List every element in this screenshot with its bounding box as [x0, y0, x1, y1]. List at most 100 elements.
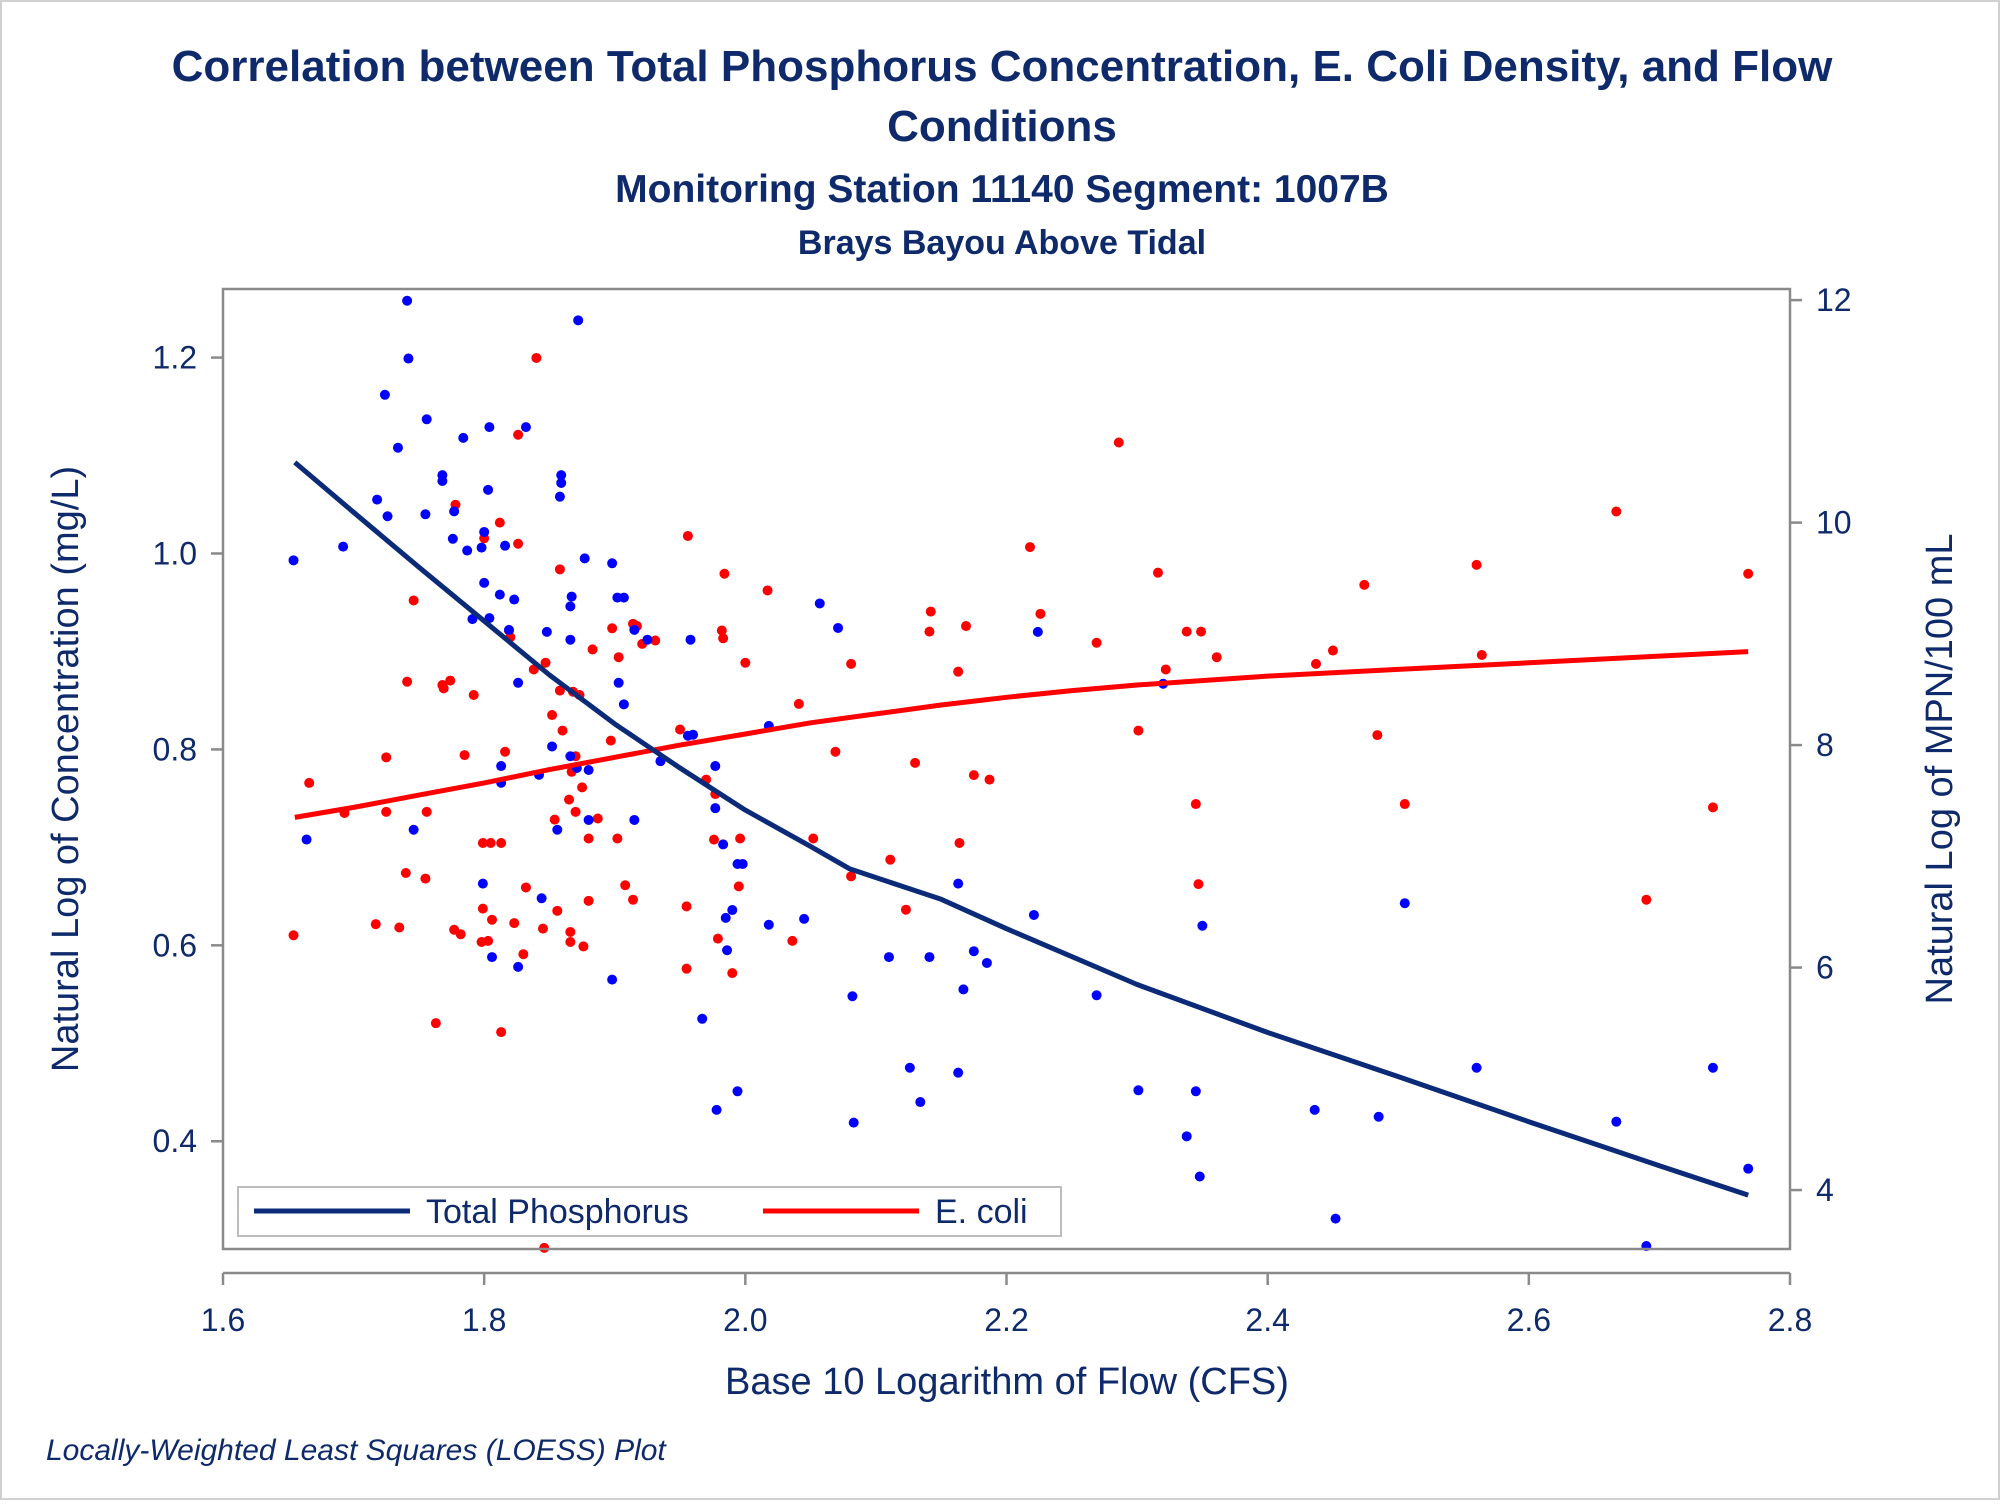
- ecoli-point: [681, 963, 692, 974]
- ecoli-point: [554, 685, 565, 696]
- total-phosphorus-point: [449, 506, 460, 517]
- total-phosphorus-point: [1743, 1163, 1754, 1174]
- total-phosphorus-point: [685, 634, 696, 645]
- total-phosphorus-point: [573, 315, 584, 326]
- total-phosphorus-point: [737, 859, 748, 870]
- total-phosphorus-point: [629, 624, 640, 635]
- total-phosphorus-point: [379, 389, 390, 400]
- ecoli-point: [961, 621, 972, 632]
- ecoli-point: [910, 757, 921, 768]
- ecoli-point: [565, 926, 576, 937]
- y2-tick-label: 6: [1816, 950, 1834, 986]
- ecoli-point: [455, 929, 466, 940]
- ecoli-point: [719, 568, 730, 579]
- ecoli-point: [675, 724, 686, 735]
- total-phosphorus-point: [711, 1104, 722, 1115]
- total-phosphorus-point: [520, 422, 531, 433]
- ecoli-point: [1193, 879, 1204, 890]
- total-phosphorus-point: [848, 1117, 859, 1128]
- ecoli-point: [1035, 608, 1046, 619]
- ecoli-point: [537, 923, 548, 934]
- ecoli-point: [587, 644, 598, 655]
- legend: Total Phosphorus E. coli: [237, 1186, 1062, 1237]
- total-phosphorus-point: [968, 946, 979, 957]
- y-tick-label: 0.6: [153, 927, 197, 963]
- y-tick-label: 0.8: [153, 731, 197, 767]
- ecoli-point: [1113, 437, 1124, 448]
- ecoli-point: [793, 698, 804, 709]
- ecoli-point: [846, 658, 857, 669]
- total-phosphorus-point: [1707, 1062, 1718, 1073]
- total-phosphorus-point: [301, 834, 312, 845]
- ecoli-point: [1471, 559, 1482, 570]
- total-phosphorus-point: [1194, 1171, 1205, 1182]
- total-phosphorus-point: [618, 699, 629, 710]
- total-phosphorus-point: [483, 484, 494, 495]
- total-phosphorus-point: [583, 764, 594, 775]
- total-phosphorus-point: [382, 511, 393, 522]
- ecoli-point: [500, 746, 511, 757]
- x-tick-label: 2.4: [1245, 1302, 1289, 1338]
- total-phosphorus-point: [688, 729, 699, 740]
- y2-axis-label: Natural Log of MPN/100 mL: [1919, 533, 1961, 1004]
- total-phosphorus-point: [513, 677, 524, 688]
- total-phosphorus-point: [583, 814, 594, 825]
- y-tick-label: 1.0: [153, 535, 197, 571]
- ecoli-point: [1091, 637, 1102, 648]
- ecoli-point: [1160, 664, 1171, 675]
- x-tick-label: 2.8: [1768, 1302, 1812, 1338]
- y2-tick-label: 8: [1816, 727, 1834, 763]
- ecoli-point: [421, 806, 432, 817]
- ecoli-point: [1152, 567, 1163, 578]
- total-phosphorus-point: [732, 1086, 743, 1097]
- y-tick-label: 1.2: [153, 340, 197, 376]
- ecoli-point: [381, 752, 392, 763]
- ecoli-point: [1641, 894, 1652, 905]
- ecoli-point: [924, 626, 935, 637]
- x-axis-label: Base 10 Logarithm of Flow (CFS): [725, 1361, 1289, 1403]
- ecoli-point: [762, 585, 773, 596]
- total-phosphorus-point: [458, 432, 469, 443]
- ecoli-point: [830, 746, 841, 757]
- ecoli-point: [583, 895, 594, 906]
- ecoli-point: [716, 625, 727, 636]
- total-phosphorus-point: [476, 542, 487, 553]
- total-phosphorus-point: [579, 553, 590, 564]
- ecoli-point: [953, 666, 964, 677]
- total-phosphorus-point: [904, 1062, 915, 1073]
- total-phosphorus-point: [1330, 1213, 1341, 1224]
- total-phosphorus-point: [565, 601, 576, 612]
- ecoli-point: [520, 882, 531, 893]
- total-phosphorus-point: [509, 594, 520, 605]
- ecoli-point: [846, 871, 857, 882]
- ecoli-point: [408, 595, 419, 606]
- total-phosphorus-point: [503, 624, 514, 635]
- ecoli-point: [513, 429, 524, 440]
- total-phosphorus-point: [494, 589, 505, 600]
- ecoli-point: [718, 633, 729, 644]
- ecoli-point: [712, 933, 723, 944]
- total-phosphorus-point: [1190, 1086, 1201, 1097]
- total-phosphorus-point: [697, 1013, 708, 1024]
- ecoli-point: [577, 782, 588, 793]
- total-phosphorus-point: [720, 912, 731, 923]
- total-phosphorus-point: [607, 974, 618, 985]
- ecoli-point: [605, 735, 616, 746]
- y-axis-label: Natural Log of Concentration (mg/L): [45, 466, 87, 1072]
- ecoli-point: [531, 352, 542, 363]
- total-phosphorus-point: [566, 591, 577, 602]
- total-phosphorus-point: [547, 741, 558, 752]
- ecoli-points: [288, 352, 1754, 1253]
- ecoli-point: [592, 813, 603, 824]
- ecoli-point: [370, 919, 381, 930]
- total-phosphorus-point: [408, 824, 419, 835]
- ecoli-point: [438, 683, 449, 694]
- ecoli-point: [735, 833, 746, 844]
- ecoli-point: [509, 918, 520, 929]
- total-phosphorus-point: [556, 477, 567, 488]
- total-phosphorus-point: [437, 470, 448, 481]
- total-phosphorus-point: [447, 533, 458, 544]
- ecoli-point: [1476, 649, 1487, 660]
- total-phosphorus-point: [847, 991, 858, 1002]
- ecoli-point: [1133, 725, 1144, 736]
